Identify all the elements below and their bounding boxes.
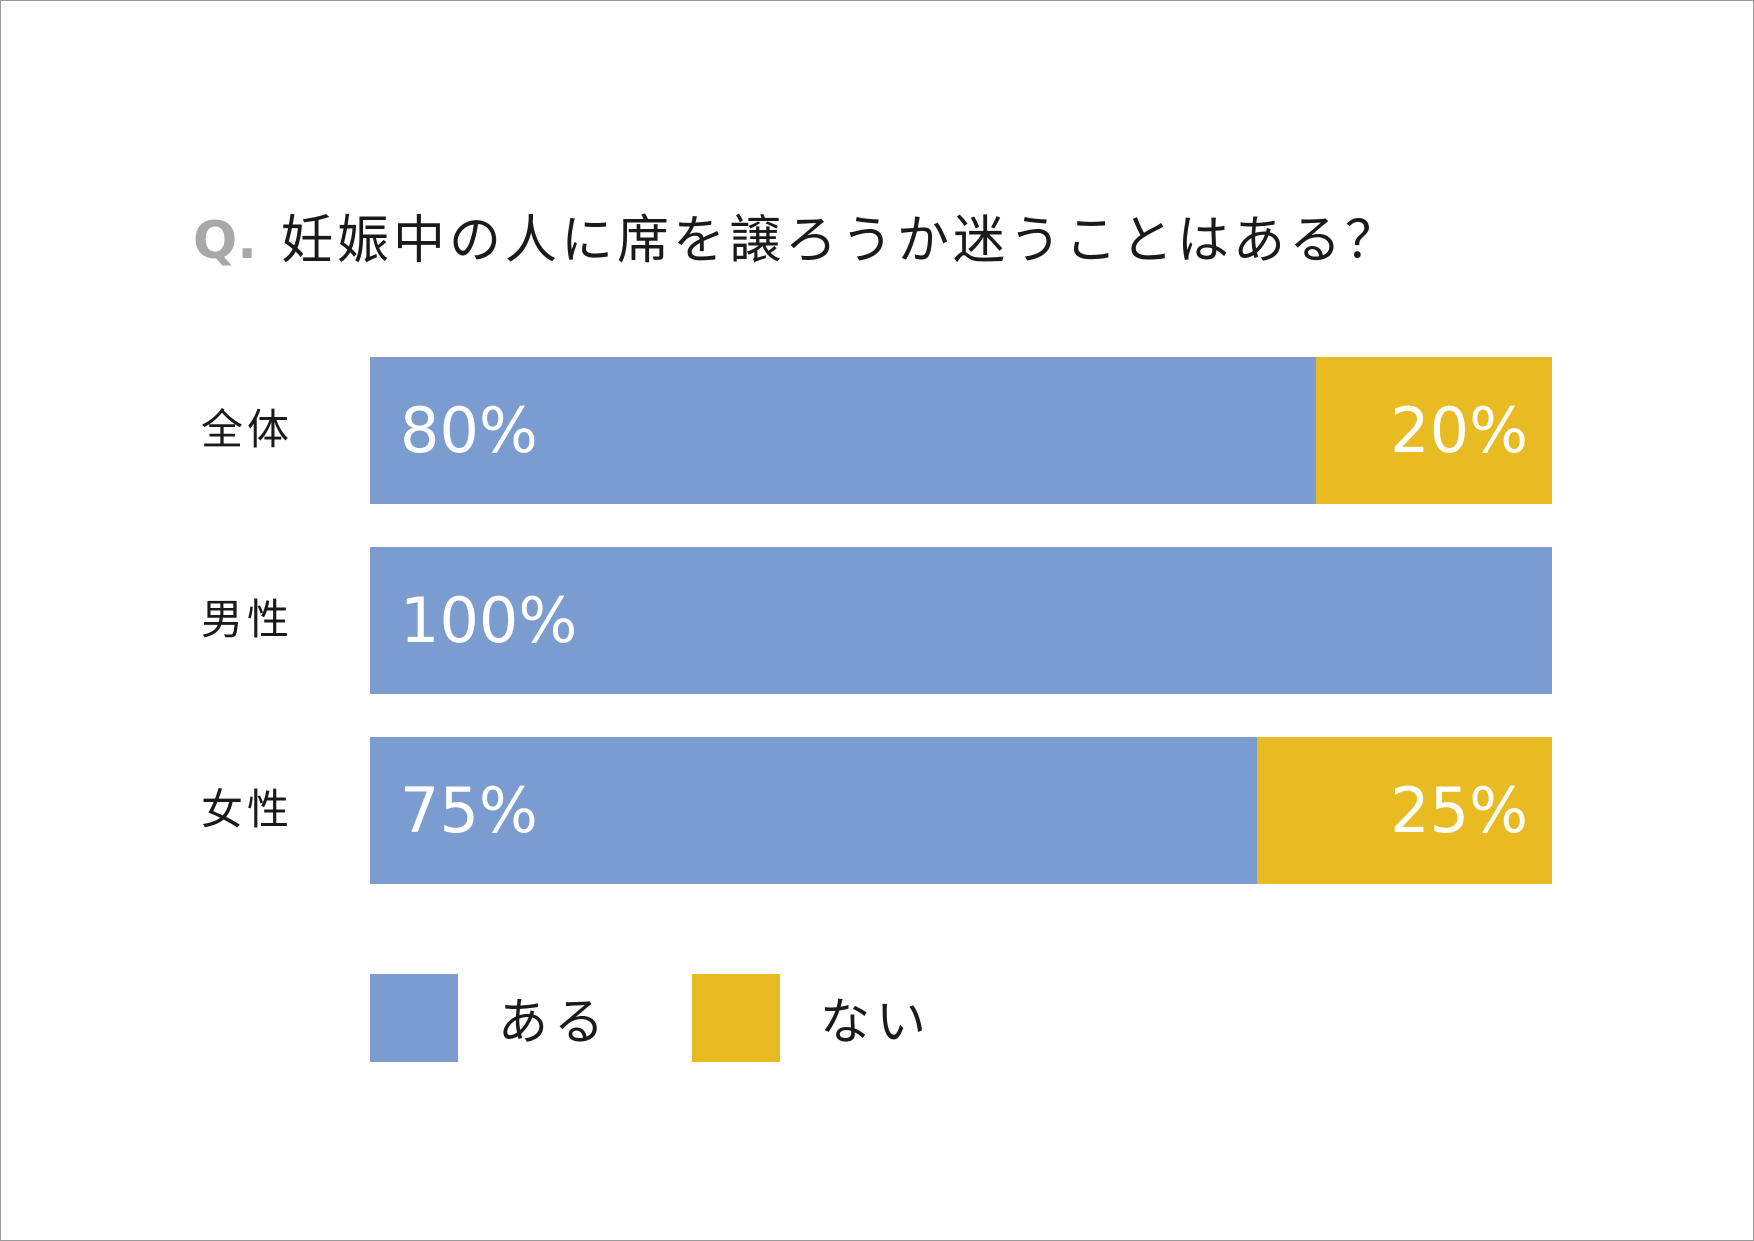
category-label: 女性: [201, 785, 294, 834]
bar-row: 75% 25%: [370, 737, 1552, 884]
bar-row: 100%: [370, 547, 1552, 694]
legend-label-nai: ない: [820, 993, 932, 1051]
bar-segment-aru: 80%: [370, 357, 1316, 504]
question-text: 妊娠中の人に席を譲ろうか迷うことはある？: [280, 211, 1401, 271]
legend-swatch-nai: [692, 974, 780, 1062]
chart-title: Q. 妊娠中の人に席を譲ろうか迷うことはある？: [193, 206, 1401, 276]
legend-label-aru: ある: [498, 993, 610, 1051]
bar-segment-nai: 25%: [1256, 737, 1552, 884]
bar-segment-nai: 20%: [1315, 357, 1552, 504]
data-label: 80%: [400, 394, 538, 467]
data-label: 75%: [400, 774, 538, 847]
category-label: 全体: [201, 405, 294, 454]
data-label: 100%: [400, 584, 578, 657]
data-label: 20%: [1390, 394, 1528, 467]
bar-segment-aru: 100%: [370, 547, 1552, 694]
legend-item-nai: ない: [692, 974, 932, 1062]
data-label: 25%: [1390, 774, 1528, 847]
question-prefix: Q.: [193, 211, 257, 271]
bar-row: 80% 20%: [370, 357, 1552, 504]
legend-item-aru: ある: [370, 974, 610, 1062]
category-label: 男性: [201, 595, 294, 644]
legend-swatch-aru: [370, 974, 458, 1062]
bar-segment-aru: 75%: [370, 737, 1257, 884]
